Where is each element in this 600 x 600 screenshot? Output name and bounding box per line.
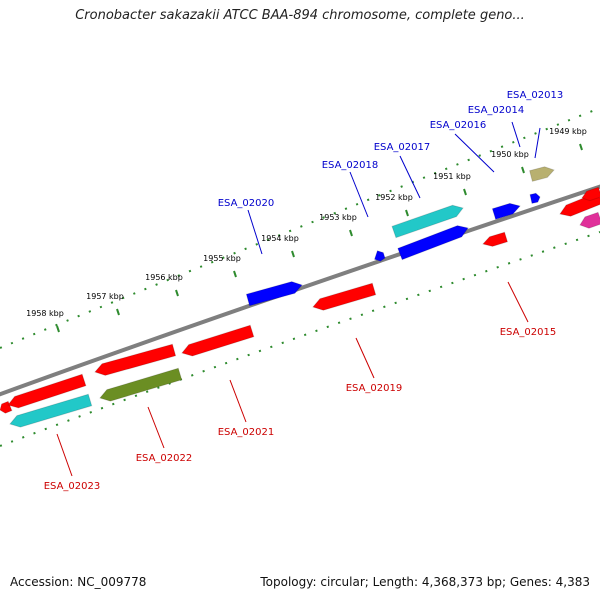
kbp-tick-label-1958: 1958 kbp: [26, 309, 64, 318]
kbp-major-tick: [233, 270, 237, 278]
kbp-tick-labels: 1949 kbp 1950 kbp 1951 kbp 1952 kbp 1953 kbp…: [26, 127, 587, 333]
gene-arrow-esa_02013[interactable]: [529, 166, 555, 182]
callout-line-esa_02020: [247, 209, 263, 255]
callout-line-esa_02014: [511, 121, 521, 148]
gene-label-esa_02022[interactable]: ESA_02022: [136, 453, 193, 464]
callout-line-esa_02022: [147, 406, 165, 449]
kbp-tick-label-1953: 1953 kbp: [319, 213, 357, 222]
gene-label-esa_02023[interactable]: ESA_02023: [44, 481, 101, 492]
gene-arrow-esa_02015[interactable]: [482, 231, 509, 247]
kbp-tick-label-1952: 1952 kbp: [375, 193, 413, 202]
kbp-tick-label-1951: 1951 kbp: [433, 172, 471, 181]
gene-label-esa_02019[interactable]: ESA_02019: [346, 383, 403, 394]
gene-arrow-esa_02022[interactable]: [99, 367, 183, 402]
accession-label: Accession: NC_009778: [10, 575, 147, 589]
gene-arrow-esa_02021[interactable]: [181, 324, 255, 357]
gene-label-esa_02013[interactable]: ESA_02013: [507, 90, 564, 101]
callout-line-esa_02019: [355, 337, 375, 379]
kbp-tick-label-1949: 1949 kbp: [549, 127, 587, 136]
gene-arrow-reverse-red-c[interactable]: [7, 373, 87, 409]
genome-summary: Topology: circular; Length: 4,368,373 bp…: [260, 575, 590, 589]
gene-arrow-forward-blue[interactable]: [397, 225, 469, 261]
kbp-major-tick: [521, 166, 525, 174]
gene-arrow-reverse-red-e[interactable]: [581, 186, 600, 202]
forward-ruler: [0, 107, 600, 349]
gene-label-esa_02014[interactable]: ESA_02014: [468, 105, 525, 116]
kbp-tick-label-1957: 1957 kbp: [86, 292, 124, 301]
kbp-major-tick: [579, 143, 583, 151]
gene-label-esa_02021[interactable]: ESA_02021: [218, 427, 275, 438]
kbp-major-tick: [349, 229, 353, 237]
gene-arrow-reverse-magenta[interactable]: [579, 211, 600, 229]
gene-arrow-esa_02017[interactable]: [391, 204, 464, 239]
gene-label-esa_02017[interactable]: ESA_02017: [374, 142, 431, 153]
kbp-tick-label-1950: 1950 kbp: [491, 150, 529, 159]
kbp-major-tick: [116, 308, 120, 316]
gene-label-esa_02018[interactable]: ESA_02018: [322, 160, 379, 171]
gene-arrow-esa_02023[interactable]: [9, 393, 93, 428]
gene-arrow-esa_02019[interactable]: [312, 282, 377, 311]
callout-line-esa_02023: [56, 433, 73, 477]
gene-callouts: ESA_02013 ESA_02014 ESA_02016 ESA_02017 ESA_…: [44, 90, 564, 492]
callout-line-esa_02015: [507, 281, 529, 323]
gene-label-esa_02016[interactable]: ESA_02016: [430, 120, 487, 131]
gene-arrow-reverse-red-d[interactable]: [94, 343, 177, 376]
gene-arrow-esa_02018[interactable]: [373, 250, 386, 262]
kbp-tick-label-1956: 1956 kbp: [145, 273, 183, 282]
kbp-major-tick: [405, 209, 409, 217]
gene-features: [0, 166, 600, 428]
callout-line-esa_02017: [399, 155, 421, 199]
kbp-tick-label-1954: 1954 kbp: [261, 234, 299, 243]
chromosome-backbone: [0, 184, 600, 397]
callout-line-esa_02018: [349, 171, 369, 218]
kbp-major-tick: [56, 325, 60, 333]
gene-label-esa_02015[interactable]: ESA_02015: [500, 327, 557, 338]
gene-arrow-esa_02020[interactable]: [245, 281, 303, 307]
reverse-ruler: [0, 231, 600, 447]
kbp-major-tick: [175, 289, 179, 297]
map-title: Cronobacter sakazakii ATCC BAA-894 chrom…: [75, 8, 525, 23]
gene-arrow-esa_02014[interactable]: [529, 192, 541, 204]
callout-line-esa_02021: [229, 379, 247, 423]
kbp-tick-label-1955: 1955 kbp: [203, 254, 241, 263]
kbp-major-tick: [291, 250, 295, 258]
callout-line-esa_02013: [534, 127, 541, 159]
kbp-major-tick: [463, 188, 467, 196]
gene-label-esa_02020[interactable]: ESA_02020: [218, 198, 275, 209]
callout-line-esa_02016: [454, 133, 495, 173]
gene-arrow-esa_02016[interactable]: [491, 202, 521, 220]
